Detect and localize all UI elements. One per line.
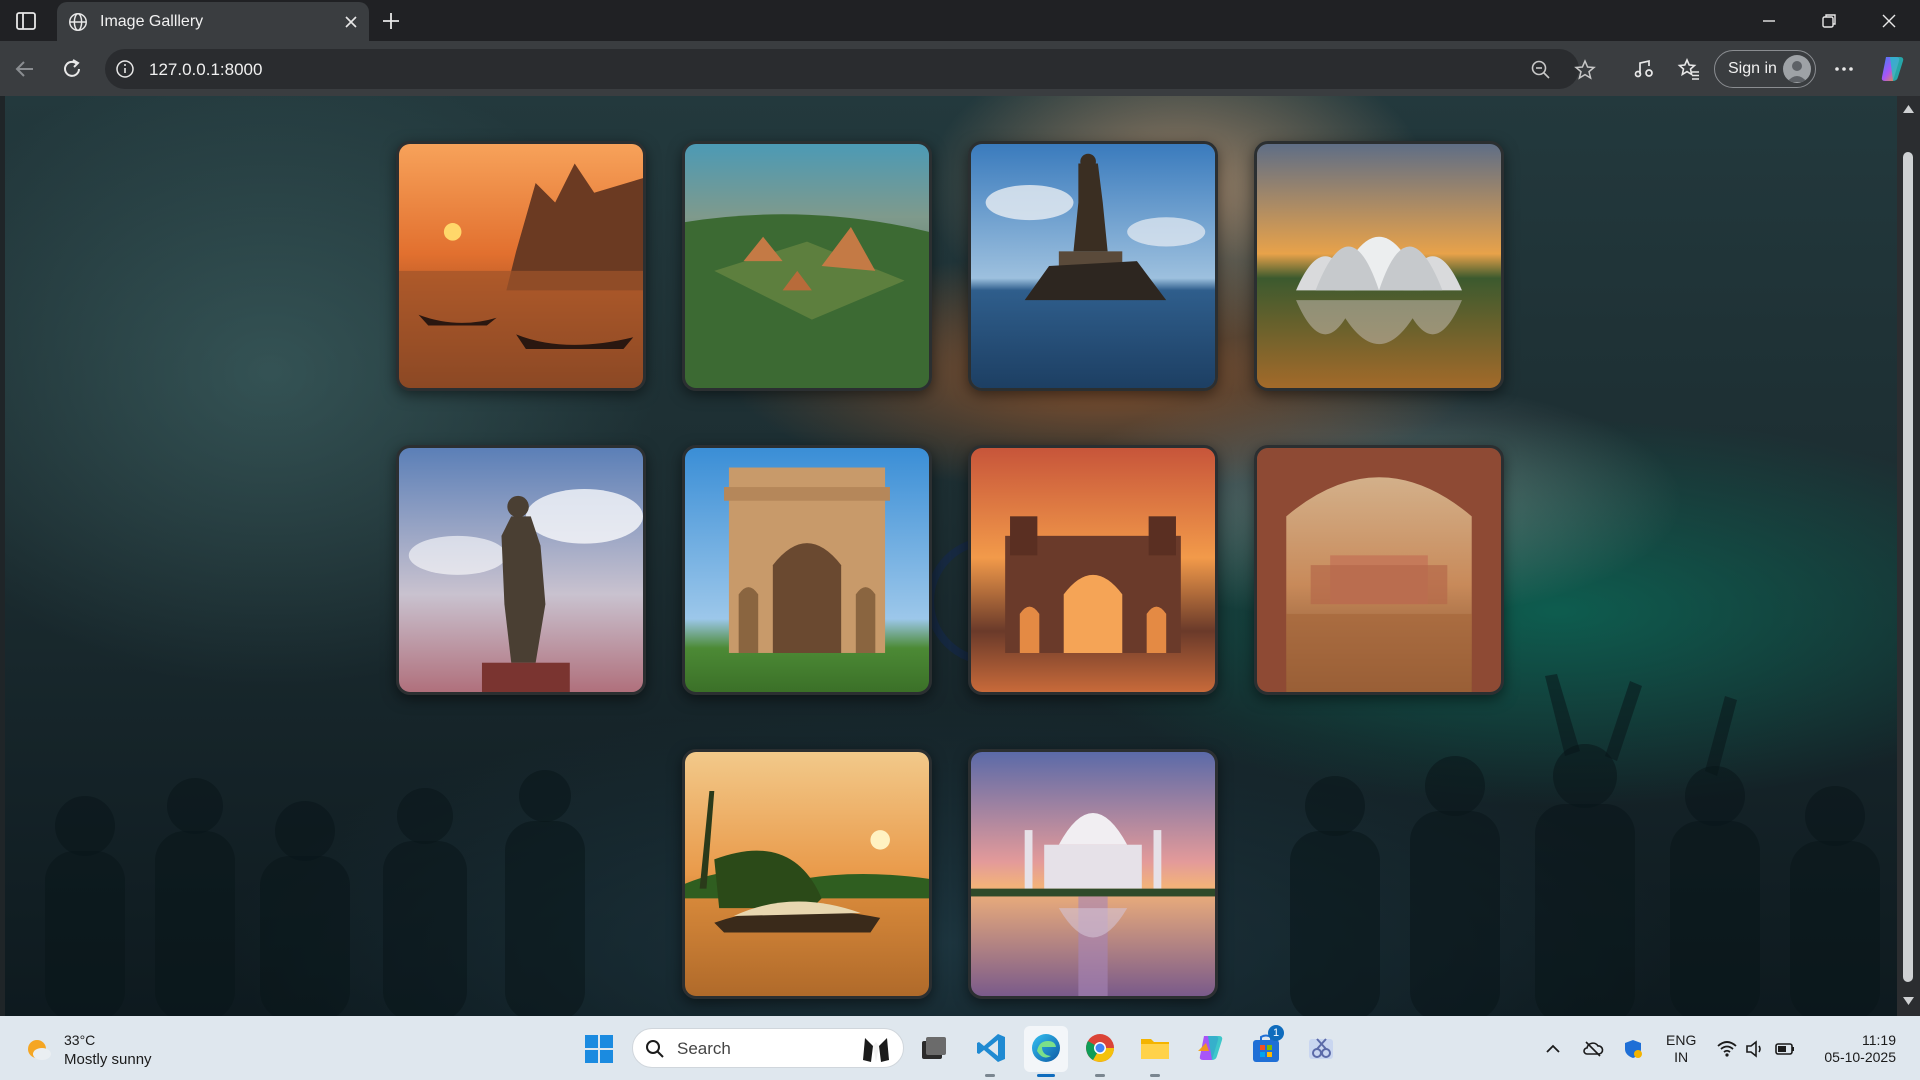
search-label: Search xyxy=(677,1039,731,1058)
user-icon xyxy=(1787,61,1807,82)
tab-title: Image Galllery xyxy=(100,13,204,30)
chrome-running-indicator xyxy=(1095,1074,1105,1077)
onedrive-offline-icon[interactable] xyxy=(1582,1038,1604,1060)
edge-browser-icon[interactable] xyxy=(1029,1031,1063,1065)
file-explorer-icon[interactable] xyxy=(1138,1031,1172,1065)
copilot-icon[interactable] xyxy=(1876,53,1908,85)
copilot-app-icon[interactable] xyxy=(1193,1031,1227,1065)
gallery-image-8[interactable] xyxy=(1254,445,1504,695)
gallery-image-7[interactable] xyxy=(968,445,1218,695)
chrome-browser-icon[interactable] xyxy=(1083,1031,1117,1065)
clock-time: 11:19 xyxy=(1862,1032,1896,1048)
search-highlight-icon xyxy=(863,1038,889,1062)
scrollbar-thumb[interactable] xyxy=(1903,152,1913,982)
gallery-image-9[interactable] xyxy=(682,749,932,999)
back-arrow-icon[interactable] xyxy=(12,56,38,82)
wifi-icon[interactable] xyxy=(1716,1038,1738,1060)
more-options-icon[interactable] xyxy=(1831,56,1857,82)
browser-toolbar: 127.0.0.1:8000 Sign in xyxy=(0,41,1920,96)
tab-image-gallery[interactable]: Image Galllery xyxy=(57,2,369,42)
task-view-icon[interactable] xyxy=(916,1031,950,1065)
crowd-silhouette-decoration xyxy=(45,674,1880,1016)
favorite-star-icon[interactable] xyxy=(1573,58,1597,82)
search-icon xyxy=(646,1040,664,1058)
explorer-running-indicator xyxy=(1150,1074,1160,1077)
page-scrollbar[interactable] xyxy=(1897,96,1920,1016)
palace-through-arch-image xyxy=(1257,448,1501,692)
gallery-image-6[interactable] xyxy=(682,445,932,695)
tall-statue-image xyxy=(399,448,643,692)
taskbar: 33°C Mostly sunny Search xyxy=(0,1016,1920,1080)
houseboat-image xyxy=(685,752,929,996)
vscode-icon[interactable] xyxy=(974,1031,1008,1065)
browser-tab-bar: Image Galllery xyxy=(0,0,1920,42)
aerial-temple-image xyxy=(685,144,929,388)
avatar xyxy=(1783,55,1811,83)
weather-description[interactable]: Mostly sunny xyxy=(64,1051,152,1068)
address-bar[interactable]: 127.0.0.1:8000 xyxy=(105,49,1596,89)
gallery-image-2[interactable] xyxy=(682,141,932,391)
battery-icon[interactable] xyxy=(1774,1038,1796,1060)
url-text[interactable]: 127.0.0.1:8000 xyxy=(149,60,263,79)
input-language-indicator[interactable]: ENG IN xyxy=(1666,1032,1696,1066)
security-shield-icon[interactable] xyxy=(1622,1038,1644,1060)
gallery-image-5[interactable] xyxy=(396,445,646,695)
edge-active-indicator xyxy=(1037,1074,1055,1077)
store-notification-badge: 1 xyxy=(1268,1025,1284,1041)
lotus-temple-image xyxy=(1257,144,1501,388)
gallery-image-3[interactable] xyxy=(968,141,1218,391)
site-info-icon[interactable] xyxy=(115,59,135,79)
marble-mausoleum-image xyxy=(971,752,1215,996)
scroll-up-arrow-icon[interactable] xyxy=(1902,104,1915,114)
arch-gate-image xyxy=(685,448,929,692)
windows-start-icon[interactable] xyxy=(584,1034,614,1064)
scroll-down-arrow-icon[interactable] xyxy=(1902,996,1915,1006)
gallery-image-1[interactable] xyxy=(396,141,646,391)
sign-in-label: Sign in xyxy=(1728,60,1777,77)
language-line-2: IN xyxy=(1674,1049,1689,1065)
statue-on-rock-image xyxy=(971,144,1215,388)
taskbar-search-box[interactable]: Search xyxy=(632,1028,904,1068)
system-clock[interactable]: 11:19 05-10-2025 xyxy=(1800,1032,1896,1066)
sign-in-button[interactable]: Sign in xyxy=(1714,50,1816,88)
media-controls-icon[interactable] xyxy=(1631,56,1657,82)
weather-temperature[interactable]: 33°C xyxy=(64,1032,96,1048)
volume-icon[interactable] xyxy=(1744,1038,1766,1060)
new-tab-icon[interactable] xyxy=(378,8,404,34)
zoom-out-icon[interactable] xyxy=(1529,58,1553,82)
language-line-1: ENG xyxy=(1666,1032,1697,1048)
favorites-icon[interactable] xyxy=(1676,56,1702,82)
gallery-image-4[interactable] xyxy=(1254,141,1504,391)
page-viewport xyxy=(5,96,1897,1016)
harbour-gateway-image xyxy=(971,448,1215,692)
tab-actions-icon[interactable] xyxy=(14,9,38,33)
close-tab-icon[interactable] xyxy=(341,12,361,32)
vscode-running-indicator xyxy=(985,1074,995,1077)
restore-icon[interactable] xyxy=(1818,10,1840,32)
gallery-image-10[interactable] xyxy=(968,749,1218,999)
partly-sunny-icon[interactable] xyxy=(24,1034,54,1064)
refresh-icon[interactable] xyxy=(59,56,85,82)
clock-date: 05-10-2025 xyxy=(1824,1049,1896,1065)
chevron-up-icon[interactable] xyxy=(1542,1038,1564,1060)
sunset-river-image xyxy=(399,144,643,388)
globe-icon xyxy=(69,13,87,31)
minimize-icon[interactable] xyxy=(1758,10,1780,32)
close-window-icon[interactable] xyxy=(1878,10,1900,32)
snipping-tool-icon[interactable] xyxy=(1304,1031,1338,1065)
